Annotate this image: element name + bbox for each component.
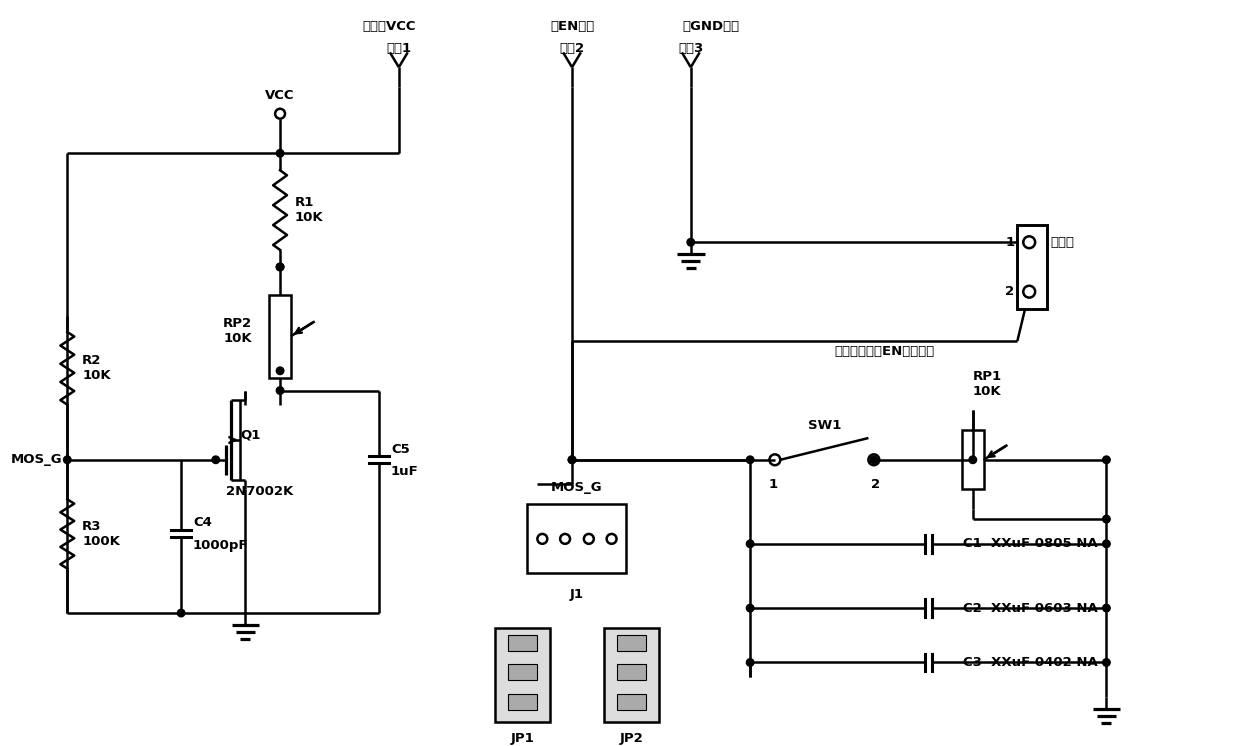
Text: 2: 2 — [1006, 285, 1014, 298]
Text: JP1: JP1 — [511, 732, 534, 745]
Bar — [962, 430, 983, 489]
Text: C1  XXuF 0805 NA: C1 XXuF 0805 NA — [963, 537, 1097, 551]
Text: 接上拉VCC: 接上拉VCC — [362, 20, 415, 33]
Bar — [1017, 225, 1047, 310]
Bar — [495, 628, 549, 722]
Circle shape — [63, 456, 71, 463]
Text: JP2: JP2 — [620, 732, 644, 745]
Bar — [507, 635, 537, 651]
Circle shape — [568, 456, 575, 463]
Circle shape — [1102, 604, 1110, 612]
Text: 接EN网络: 接EN网络 — [549, 20, 594, 33]
Circle shape — [687, 239, 694, 246]
Circle shape — [277, 263, 284, 271]
Circle shape — [277, 149, 284, 157]
Text: Q1: Q1 — [241, 428, 260, 442]
Text: C5: C5 — [391, 443, 409, 457]
Text: J1: J1 — [570, 589, 584, 601]
Circle shape — [746, 456, 754, 463]
Circle shape — [746, 604, 754, 612]
Text: SW1: SW1 — [807, 419, 841, 432]
Text: 飞线3: 飞线3 — [678, 42, 703, 54]
Text: RP1
10K: RP1 10K — [973, 371, 1002, 398]
Text: C2  XXuF 0603 NA: C2 XXuF 0603 NA — [963, 601, 1097, 615]
Circle shape — [568, 456, 575, 463]
Circle shape — [968, 456, 977, 463]
Circle shape — [746, 659, 754, 666]
Text: 1: 1 — [1006, 236, 1014, 248]
Text: 2: 2 — [872, 477, 880, 491]
Bar — [507, 694, 537, 710]
Bar — [616, 665, 646, 680]
Text: 飞线2: 飞线2 — [559, 42, 584, 54]
Text: 1uF: 1uF — [391, 466, 419, 478]
Circle shape — [1102, 659, 1110, 666]
Text: C4: C4 — [193, 515, 212, 529]
Text: 2N7002K: 2N7002K — [226, 485, 293, 498]
Circle shape — [277, 387, 284, 395]
Text: 采集点: 采集点 — [1050, 236, 1074, 248]
Text: 供示波器采集EN使能波形: 供示波器采集EN使能波形 — [835, 345, 935, 357]
Bar — [507, 665, 537, 680]
Circle shape — [746, 540, 754, 548]
Bar — [527, 504, 626, 574]
Circle shape — [1102, 540, 1110, 548]
Text: MOS_G: MOS_G — [11, 454, 62, 466]
Bar — [269, 295, 291, 377]
Circle shape — [212, 456, 219, 463]
Text: R3
100K: R3 100K — [82, 520, 120, 548]
Bar — [616, 694, 646, 710]
Text: MOS_G: MOS_G — [551, 481, 603, 495]
Circle shape — [177, 609, 185, 617]
Circle shape — [277, 367, 284, 374]
Circle shape — [277, 263, 284, 271]
Text: 1: 1 — [769, 477, 777, 491]
Text: C3  XXuF 0402 NA: C3 XXuF 0402 NA — [963, 656, 1097, 669]
Bar — [616, 635, 646, 651]
Circle shape — [1102, 515, 1110, 523]
Text: RP2
10K: RP2 10K — [223, 317, 253, 345]
Text: 1000pF: 1000pF — [193, 539, 248, 552]
Text: 接GND网络: 接GND网络 — [682, 20, 739, 33]
Text: VCC: VCC — [265, 89, 295, 102]
Text: R2
10K: R2 10K — [82, 354, 110, 382]
Circle shape — [870, 456, 878, 463]
Bar — [604, 628, 658, 722]
Text: R1
10K: R1 10K — [295, 196, 324, 224]
Circle shape — [1102, 456, 1110, 463]
Text: 飞线1: 飞线1 — [387, 42, 412, 54]
